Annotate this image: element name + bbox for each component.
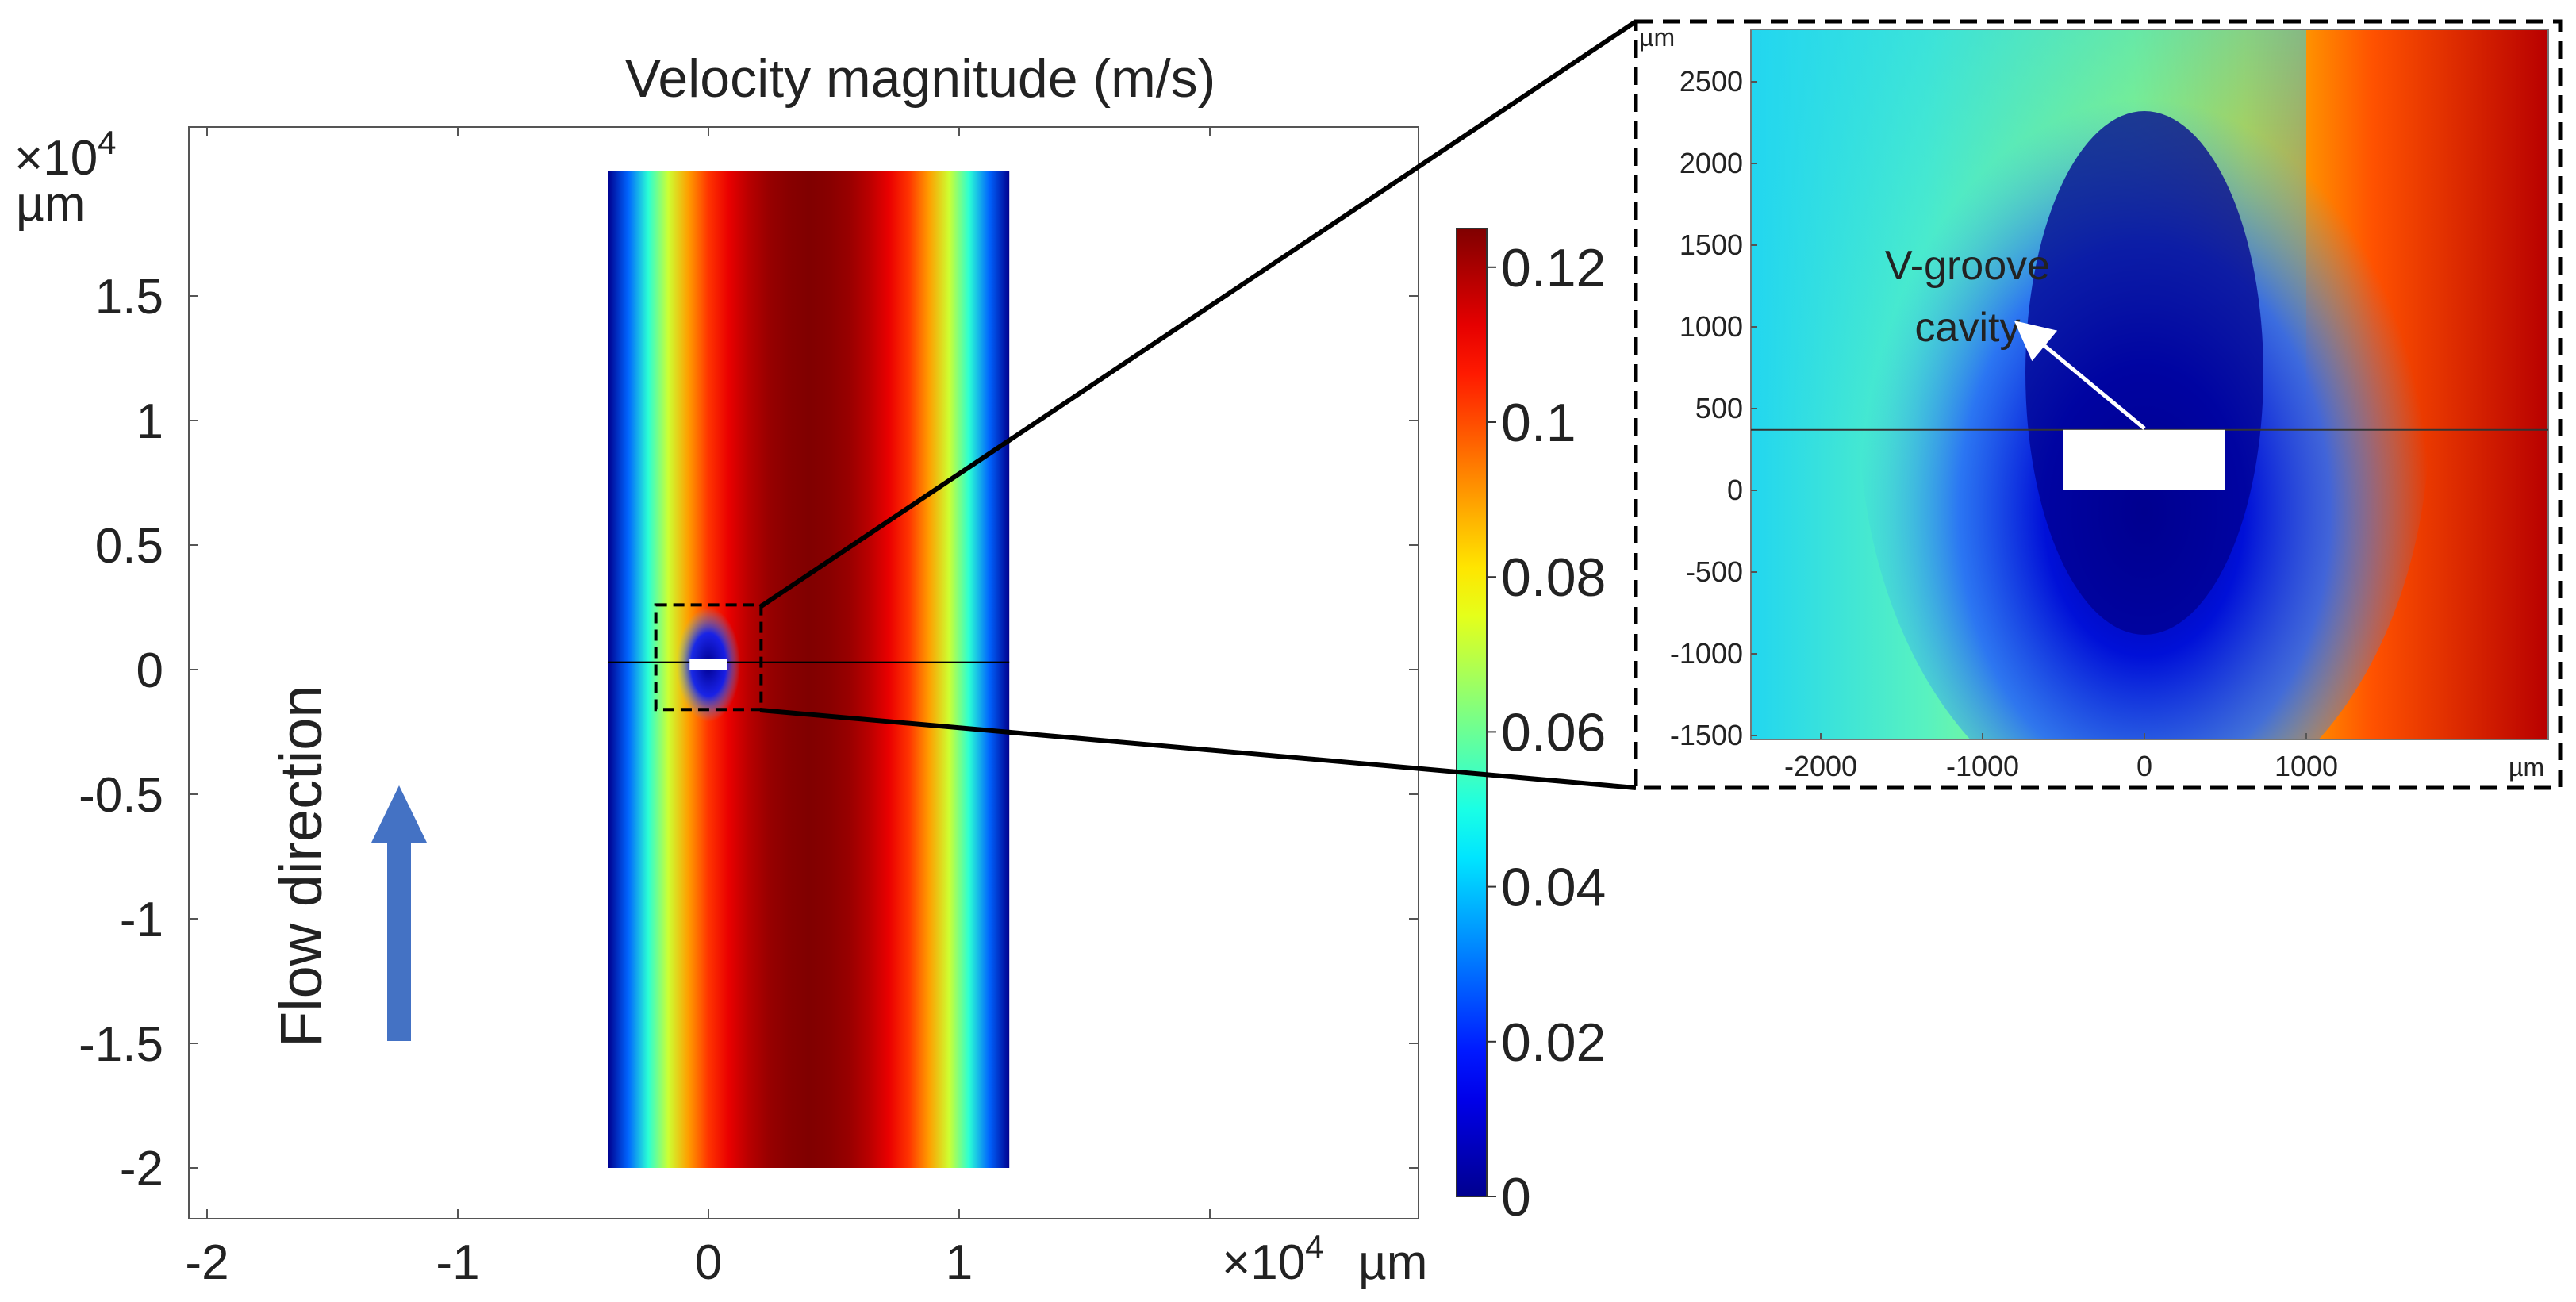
inset-x-tick-label: -1000 <box>1946 750 2019 782</box>
inset-y-unit-label: µm <box>1639 23 1675 52</box>
inset-cavity <box>2063 429 2225 490</box>
x-tick-label: 0 <box>695 1235 722 1290</box>
v-groove-pointer-arrow <box>2014 321 2146 430</box>
inset-y-tick-label: 2000 <box>1680 147 1743 179</box>
x-tick-label: -1 <box>436 1235 479 1290</box>
cavity <box>689 659 727 670</box>
inset-x-unit-label: µm <box>2509 753 2544 782</box>
inset-y-tick-label: -500 <box>1686 555 1743 588</box>
y-tick-label: 1.5 <box>95 270 163 325</box>
colorbar-tick-label: 0.04 <box>1501 858 1606 918</box>
inset-y-tick-label: 1000 <box>1680 310 1743 343</box>
colorbar-tick-label: 0.06 <box>1501 702 1606 762</box>
colorbar-tick-label: 0.08 <box>1501 547 1606 608</box>
inset-y-tick-label: 2500 <box>1680 65 1743 98</box>
inset-x-tick-label: 1000 <box>2275 750 2338 782</box>
inset-axes: -2000 -1000 0 1000 -1500 -1000 -500 0 500 1000 150… <box>1670 65 2338 782</box>
y-tick-label: 1 <box>136 394 163 449</box>
y-tick-label: -1.5 <box>79 1017 163 1072</box>
y-unit-label: µm <box>16 177 85 232</box>
colorbar-tick-label: 0.12 <box>1501 238 1606 298</box>
inset-zoom-border <box>1634 19 2563 790</box>
main-plot-frame <box>188 126 1419 1219</box>
x-unit-label: µm <box>1358 1235 1427 1290</box>
v-groove-label-line1: V-groove <box>1885 243 2050 289</box>
main-axes: -2 -1 0 1 -2 -1.5 -1 -0.5 0 0.5 1 1.5 <box>79 127 1419 1290</box>
inset-frame <box>1750 29 2549 740</box>
v-groove-label-line2: cavity <box>1915 305 2021 351</box>
y-multiplier: ×104 <box>14 124 117 186</box>
zoom-box <box>654 603 763 712</box>
colorbar-tick-label: 0.02 <box>1501 1012 1606 1073</box>
colorbar <box>1456 228 1488 1197</box>
inset-y-tick-label: -1000 <box>1670 637 1743 670</box>
colorbar-ticks: 0 0.02 0.04 0.06 0.08 0.1 0.12 <box>1487 238 1606 1227</box>
y-tick-label: -2 <box>120 1142 163 1196</box>
y-tick-label: 0.5 <box>95 519 163 574</box>
inset-wake-core <box>2025 111 2263 635</box>
inset-y-tick-label: 1500 <box>1680 229 1743 261</box>
flow-direction-arrow <box>371 785 427 1041</box>
channel-velocity-field <box>608 171 1010 1168</box>
flow-direction-label: Flow direction <box>268 685 334 1047</box>
x-tick-label: 1 <box>946 1235 973 1290</box>
y-tick-label: -1 <box>120 893 163 947</box>
x-tick-label: -2 <box>185 1235 228 1290</box>
inset-x-tick-label: -2000 <box>1784 750 1857 782</box>
inset-x-tick-label: 0 <box>2136 750 2152 782</box>
inset-plot: -2000 -1000 0 1000 -1500 -1000 -500 0 500 1000 150… <box>1634 19 2563 790</box>
colorbar-tick-label: 0 <box>1501 1167 1531 1227</box>
main-heatmap <box>608 171 1010 1168</box>
colorbar-tick-label: 0.1 <box>1501 393 1576 453</box>
zoom-connector-bottom <box>759 708 1637 790</box>
zoom-connector-top <box>758 19 1637 609</box>
y-tick-label: -0.5 <box>79 768 163 823</box>
inset-y-tick-label: 0 <box>1727 474 1743 506</box>
y-tick-label: 0 <box>136 643 163 698</box>
chart-title: Velocity magnitude (m/s) <box>625 48 1216 109</box>
inset-y-tick-label: 500 <box>1695 392 1743 424</box>
inset-overlay <box>1751 428 2548 490</box>
x-multiplier: ×104 <box>1222 1228 1324 1290</box>
inset-y-tick-label: -1500 <box>1670 719 1743 751</box>
